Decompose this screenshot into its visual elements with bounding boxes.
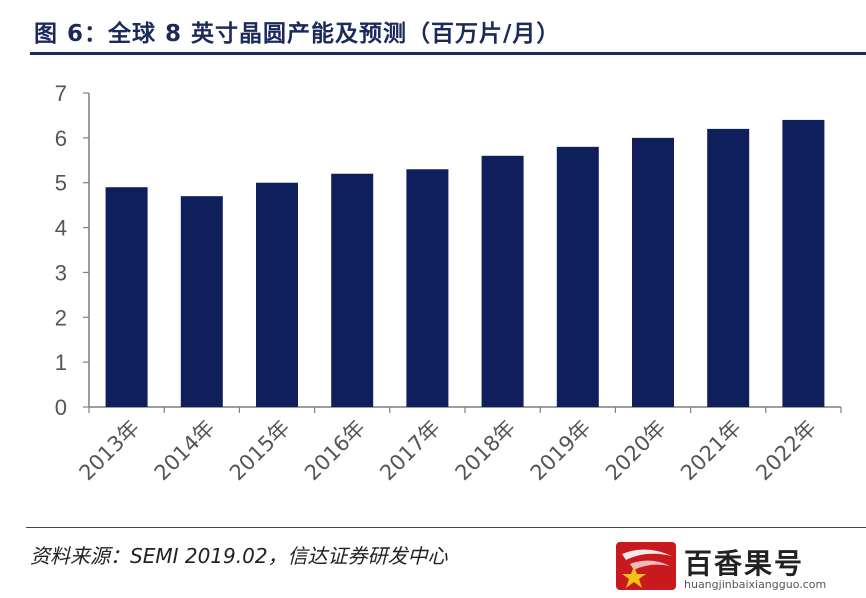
bar-2020年: [632, 137, 674, 407]
x-tick-label: 2018年: [451, 416, 521, 486]
bar-2018年: [481, 155, 524, 407]
page-title: 图 6：全球 8 英寸晶圆产能及预测（百万片/月）: [34, 21, 561, 47]
y-tick-label: 5: [55, 171, 67, 196]
title-divider: [30, 52, 866, 55]
bar-2013年: [105, 187, 148, 407]
y-tick-label: 1: [55, 350, 67, 375]
bar-2021年: [707, 128, 750, 407]
y-tick-label: 6: [55, 126, 67, 151]
x-tick-label: 2016年: [300, 416, 370, 486]
bar-2017年: [406, 169, 449, 407]
bar-2014年: [180, 196, 223, 407]
y-tick-label: 0: [55, 395, 67, 420]
watermark: 百香果号 huangjinbaixiangguo.com: [616, 538, 862, 594]
x-tick-label: 2020年: [601, 416, 671, 486]
x-tick-label: 2019年: [526, 416, 596, 486]
y-tick-label: 3: [55, 260, 67, 285]
star-swoosh-logo-icon: [616, 542, 676, 590]
bar-2019年: [556, 146, 599, 408]
bar-2016年: [331, 173, 374, 407]
y-tick-label: 7: [55, 81, 67, 106]
source-divider: [26, 527, 866, 528]
y-tick-label: 4: [55, 216, 67, 241]
x-tick-label: 2013年: [75, 416, 145, 486]
x-tick-label: 2014年: [150, 416, 220, 486]
source-note: 资料来源：SEMI 2019.02，信达证券研发中心: [30, 544, 448, 568]
watermark-name: 百香果号: [684, 547, 805, 580]
x-tick-label: 2022年: [751, 416, 821, 486]
bar-2022年: [782, 119, 825, 408]
bar-2015年: [256, 182, 298, 407]
y-tick-label: 2: [55, 305, 67, 330]
x-tick-label: 2017年: [375, 416, 445, 486]
x-tick-label: 2015年: [225, 416, 295, 486]
x-tick-label: 2021年: [676, 416, 746, 486]
watermark-url: huangjinbaixiangguo.com: [684, 578, 827, 591]
